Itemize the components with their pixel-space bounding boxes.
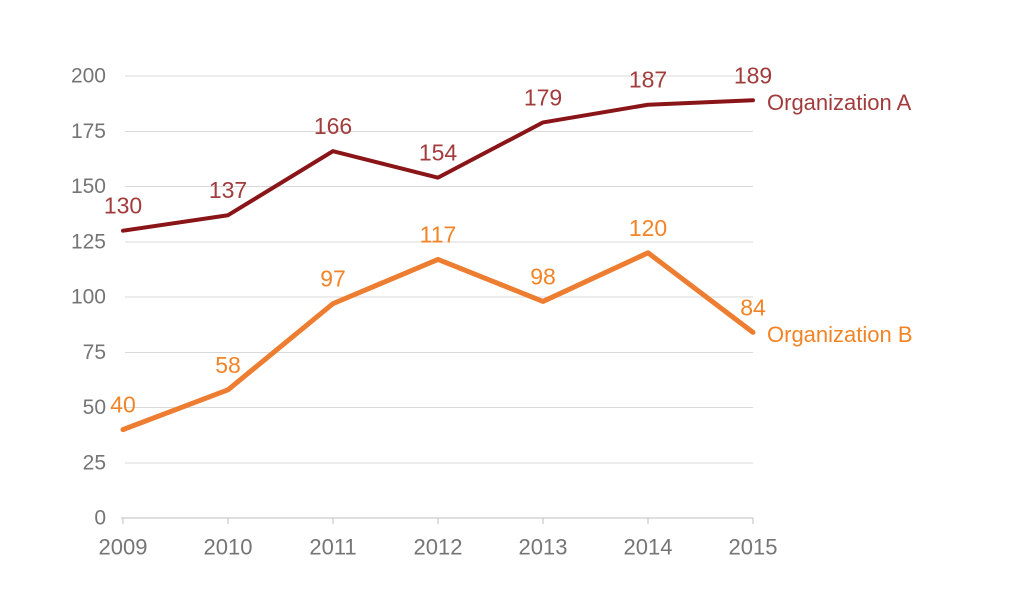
y-axis-tick-label: 25 bbox=[83, 451, 106, 474]
y-axis-tick-label: 100 bbox=[71, 286, 106, 309]
y-axis-tick-label: 200 bbox=[71, 65, 106, 88]
x-axis-tick-label: 2014 bbox=[624, 535, 673, 560]
organization-b-data-label: 40 bbox=[110, 392, 136, 418]
organization-a-data-label: 154 bbox=[419, 140, 458, 166]
organization-b-data-label: 98 bbox=[530, 263, 556, 289]
organization-a-data-label: 166 bbox=[314, 113, 352, 139]
organization-b-line bbox=[120, 250, 756, 433]
y-axis-tick-label: 125 bbox=[71, 230, 106, 253]
x-axis-tick-label: 2013 bbox=[519, 535, 568, 560]
organization-a-data-label: 187 bbox=[629, 67, 667, 93]
x-axis-tick-label: 2011 bbox=[309, 535, 356, 560]
y-axis-tick-label: 0 bbox=[94, 507, 106, 530]
y-axis-tick-label: 50 bbox=[83, 396, 106, 419]
x-axis-tick-label: 2015 bbox=[729, 535, 778, 560]
organization-b-data-label: 84 bbox=[740, 294, 766, 320]
x-axis-tick-label: 2009 bbox=[99, 535, 148, 560]
organization-b-series-label: Organization B bbox=[767, 322, 913, 347]
organization-a-data-label: 137 bbox=[209, 177, 247, 203]
organization-b-data-label: 58 bbox=[215, 352, 241, 378]
x-axis-tick-label: 2012 bbox=[414, 535, 463, 560]
organization-b-data-label: 97 bbox=[320, 266, 346, 292]
y-axis-tick-label: 75 bbox=[83, 341, 106, 364]
organization-a-data-label: 130 bbox=[104, 193, 142, 219]
organization-a-data-label: 189 bbox=[734, 62, 772, 88]
y-axis-tick-label: 150 bbox=[71, 175, 106, 198]
organization-a-line bbox=[121, 98, 755, 233]
x-axis-tick-label: 2010 bbox=[204, 535, 253, 560]
organization-b-data-label: 117 bbox=[420, 221, 457, 247]
organization-b-data-label: 120 bbox=[629, 215, 667, 241]
y-axis-tick-label: 175 bbox=[71, 120, 106, 143]
organization-a-data-label: 179 bbox=[524, 84, 562, 110]
organization-a-series-label: Organization A bbox=[767, 90, 912, 115]
